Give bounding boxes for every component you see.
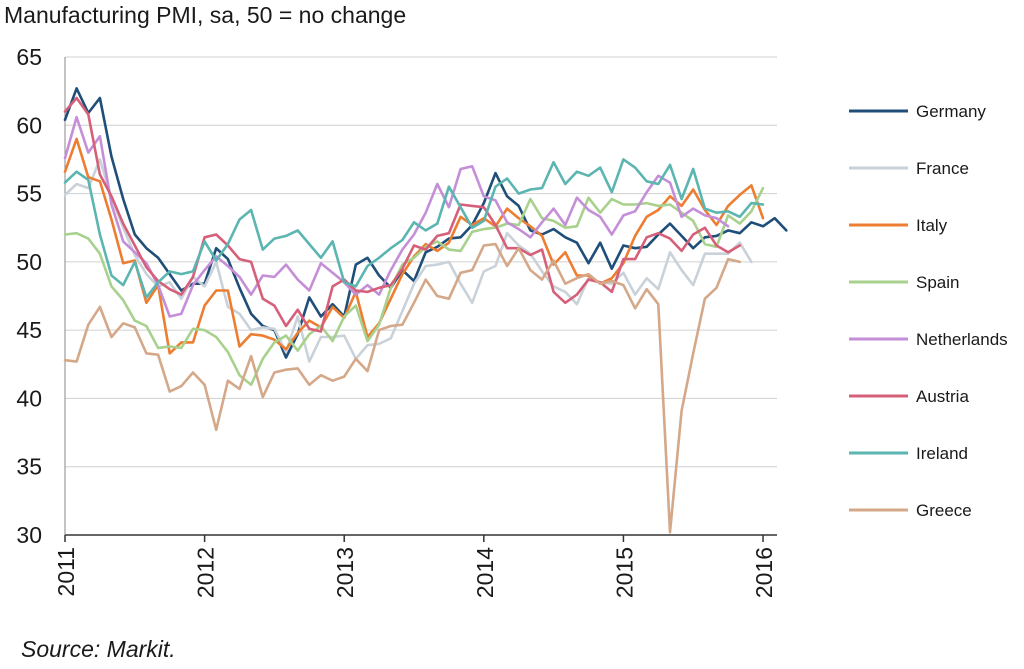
y-tick-label: 55 bbox=[16, 181, 42, 207]
x-tick-label: 2014 bbox=[472, 547, 498, 598]
x-tick-label: 2013 bbox=[332, 547, 358, 598]
legend-label: Germany bbox=[916, 102, 986, 121]
y-tick-label: 60 bbox=[16, 112, 42, 138]
y-tick-label: 65 bbox=[16, 44, 42, 70]
gridlines bbox=[65, 56, 777, 468]
legend-label: Greece bbox=[916, 501, 972, 520]
x-tick-label: 2015 bbox=[611, 547, 637, 598]
legend-label: Italy bbox=[916, 216, 948, 235]
series-line-ireland bbox=[63, 158, 765, 299]
x-tick-label: 2016 bbox=[751, 547, 777, 598]
legend-label: Austria bbox=[916, 387, 969, 406]
series-line-spain bbox=[63, 186, 765, 387]
legend-label: Ireland bbox=[916, 444, 968, 463]
y-tick-label: 40 bbox=[16, 385, 42, 411]
chart-title: Manufacturing PMI, sa, 50 = no change bbox=[4, 2, 407, 28]
axes: 65 60 55 50 45 40 35 30 2011 2012 2013 2014 2015 2016 bbox=[16, 44, 777, 598]
series-line-germany bbox=[63, 87, 788, 359]
series-line-greece bbox=[63, 242, 742, 534]
x-tick-label: 2012 bbox=[193, 547, 219, 598]
series-line-netherlands bbox=[63, 115, 730, 318]
series-line-france bbox=[63, 158, 753, 363]
y-tick-label: 30 bbox=[16, 522, 42, 548]
x-tick-label: 2011 bbox=[53, 547, 79, 596]
y-tick-label: 35 bbox=[16, 454, 42, 480]
legend-label: France bbox=[916, 159, 969, 178]
series-lines bbox=[63, 87, 788, 534]
y-tick-label: 50 bbox=[16, 249, 42, 275]
legend-label: Netherlands bbox=[916, 330, 1008, 349]
source-note: Source: Markit. bbox=[21, 636, 176, 662]
legend-label: Spain bbox=[916, 273, 959, 292]
legend: Germany France Italy Spain Netherlands Austri… bbox=[849, 102, 1008, 520]
chart-plot: 65 60 55 50 45 40 35 30 2011 2012 2013 2014 2015 2016… bbox=[16, 44, 1008, 598]
y-tick-label: 45 bbox=[16, 317, 42, 343]
series-line-austria bbox=[63, 96, 742, 333]
